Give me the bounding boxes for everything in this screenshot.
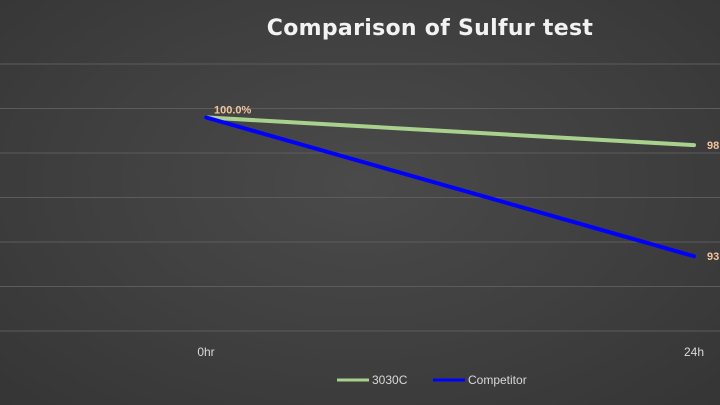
series-line — [204, 115, 696, 148]
legend-label: 3030C — [372, 373, 408, 387]
legend-label: Competitor — [468, 373, 527, 387]
data-label: 100.0% — [214, 104, 252, 116]
data-label: 98 — [707, 140, 719, 152]
x-tick-label: 0hr — [197, 345, 214, 359]
series-line — [204, 115, 696, 259]
data-label: 93 — [707, 251, 719, 263]
x-tick-label: 24h — [684, 345, 704, 359]
chart-title: Comparison of Sulfur test — [266, 16, 594, 41]
